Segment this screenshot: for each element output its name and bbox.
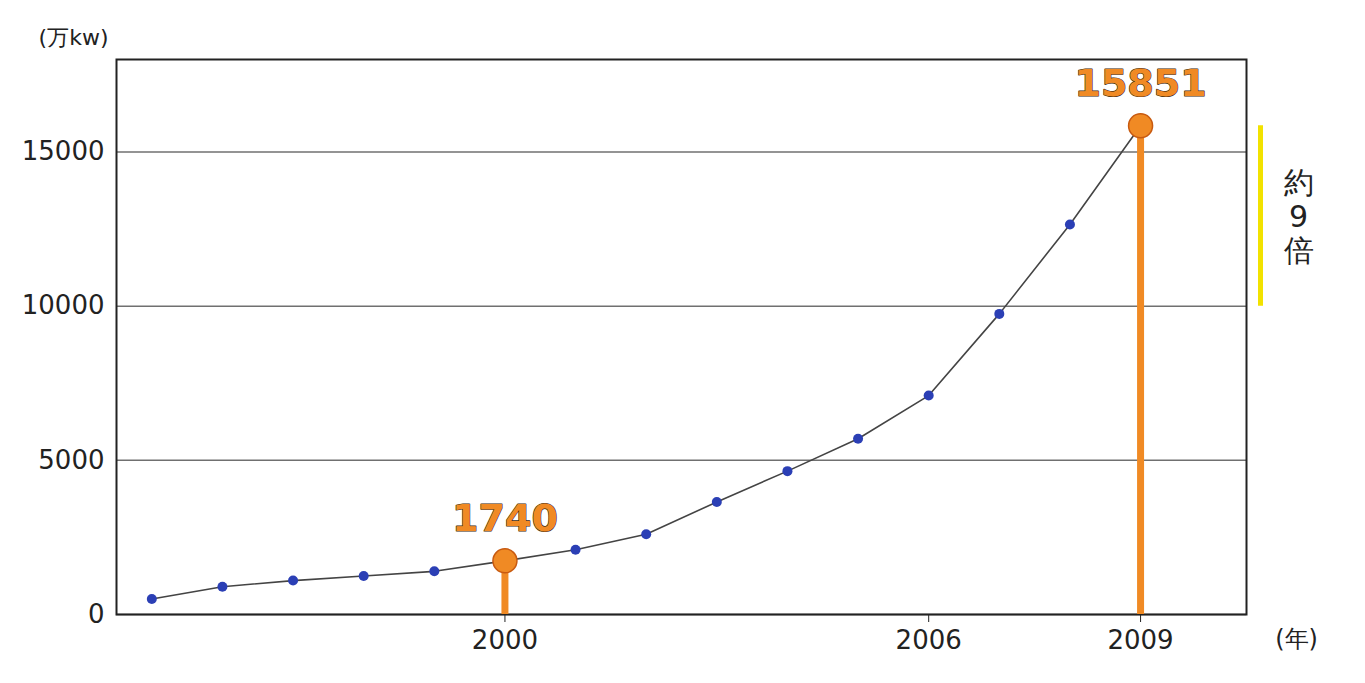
svg-text:2006: 2006 bbox=[896, 625, 962, 655]
svg-text:10000: 10000 bbox=[22, 290, 105, 320]
svg-text:0: 0 bbox=[88, 599, 105, 629]
svg-text:(年): (年) bbox=[1275, 625, 1318, 653]
svg-text:(万kw): (万kw) bbox=[39, 25, 109, 50]
svg-text:2009: 2009 bbox=[1107, 625, 1173, 655]
svg-text:5000: 5000 bbox=[38, 445, 104, 475]
svg-text:15000: 15000 bbox=[22, 136, 105, 166]
svg-text:約9倍: 約9倍 bbox=[1284, 165, 1314, 269]
svg-text:15851: 15851 bbox=[1074, 61, 1206, 105]
svg-text:1740: 1740 bbox=[452, 496, 558, 540]
svg-text:2000: 2000 bbox=[472, 625, 538, 655]
